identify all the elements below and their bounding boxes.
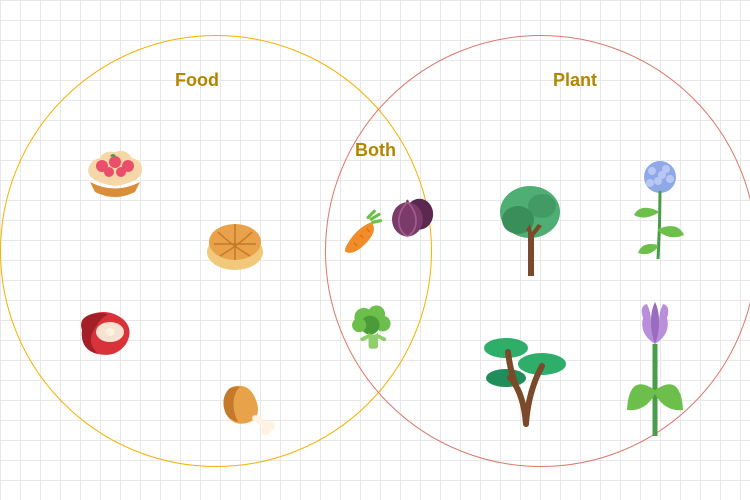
- chicken-leg-icon: [210, 370, 280, 440]
- bonsai-icon: [480, 330, 570, 430]
- meat-icon: [70, 300, 140, 370]
- tart-icon: [80, 140, 150, 210]
- bread-icon: [200, 210, 270, 280]
- hydrangea-icon: [620, 155, 700, 265]
- onion-icon: [380, 185, 440, 245]
- label-plant: Plant: [553, 70, 597, 91]
- label-food: Food: [175, 70, 219, 91]
- tree-icon: [490, 180, 570, 280]
- venn-canvas: Food Plant Both: [0, 0, 750, 500]
- tulip-icon: [615, 300, 695, 440]
- label-both: Both: [355, 140, 396, 161]
- broccoli-icon: [345, 300, 400, 355]
